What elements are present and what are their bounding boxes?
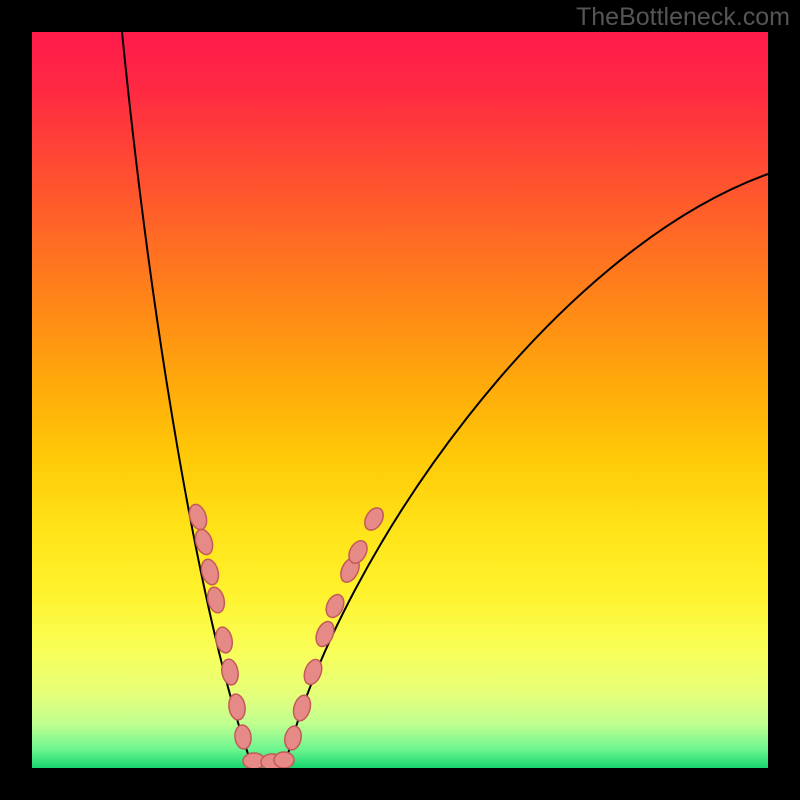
- plot-svg: [0, 0, 800, 800]
- marker-floor: [274, 752, 294, 768]
- gradient-background: [32, 32, 768, 768]
- watermark-text: TheBottleneck.com: [576, 3, 790, 32]
